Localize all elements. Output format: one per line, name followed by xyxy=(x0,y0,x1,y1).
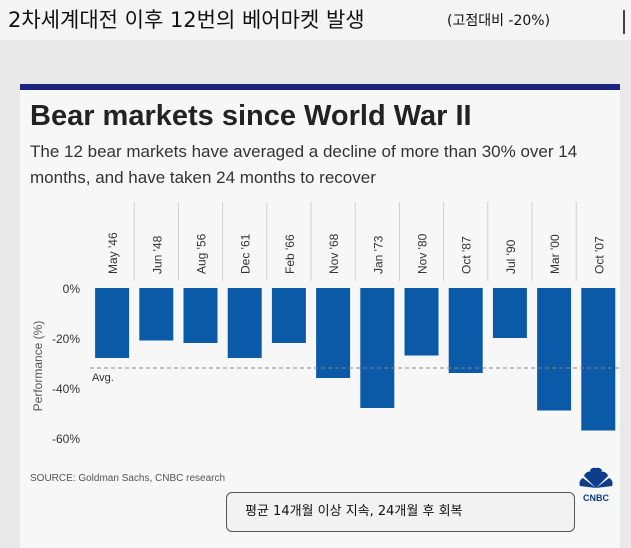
header-stripe xyxy=(20,84,620,90)
category-label: Aug '56 xyxy=(195,233,209,274)
category-label: May '46 xyxy=(106,232,120,274)
bar xyxy=(404,288,439,356)
y-tick-label: 0% xyxy=(63,282,81,296)
category-label: Jun '48 xyxy=(150,235,164,274)
bar xyxy=(581,288,616,431)
cnbc-peacock-icon: CNBC xyxy=(579,467,613,503)
y-tick-label: -40% xyxy=(52,382,80,396)
bar xyxy=(492,288,527,338)
bar-chart: May '46 Jun '48 Aug '56 Dec '61 Feb '66 Nov '… xyxy=(31,202,620,446)
category-label: Oct '87 xyxy=(460,236,474,274)
bar xyxy=(139,288,174,341)
bar xyxy=(360,288,395,408)
bar xyxy=(183,288,218,343)
category-label: Jul '90 xyxy=(504,239,518,274)
video-title-bar: 2차세계대전 이후 12번의 베어마켓 발생 (고점대비 -20%) xyxy=(0,0,631,40)
category-label: Feb '66 xyxy=(283,234,297,274)
video-title: 2차세계대전 이후 12번의 베어마켓 발생 xyxy=(8,8,365,32)
bar xyxy=(537,288,572,411)
bar xyxy=(271,288,306,343)
average-label: Avg. xyxy=(92,372,114,384)
bar xyxy=(316,288,351,378)
caption-box: 평균 14개월 이상 지속, 24개월 후 회복 xyxy=(226,492,575,532)
logo-text: CNBC xyxy=(583,493,609,503)
bar xyxy=(448,288,483,373)
bar xyxy=(227,288,262,358)
y-axis-label: Performance (%) xyxy=(31,321,45,412)
panel-edge xyxy=(623,10,631,34)
chart-source: SOURCE: Goldman Sachs, CNBC research xyxy=(30,473,226,484)
category-label: Mar '00 xyxy=(548,234,562,274)
chart-card: Bear markets since World War II The 12 b… xyxy=(20,84,620,548)
category-label: Nov '80 xyxy=(416,233,430,274)
category-label: Oct '07 xyxy=(592,236,606,274)
bar xyxy=(95,288,130,358)
video-title-sub: (고점대비 -20%) xyxy=(447,13,551,29)
category-label: Dec '61 xyxy=(239,233,253,274)
chart-subtitle: The 12 bear markets have averaged a decl… xyxy=(30,142,578,187)
category-label: Jan '73 xyxy=(371,235,385,274)
y-tick-label: -60% xyxy=(52,432,80,446)
y-tick-label: -20% xyxy=(52,332,80,346)
category-label: Nov '68 xyxy=(327,233,341,274)
chart-title: Bear markets since World War II xyxy=(30,100,472,132)
